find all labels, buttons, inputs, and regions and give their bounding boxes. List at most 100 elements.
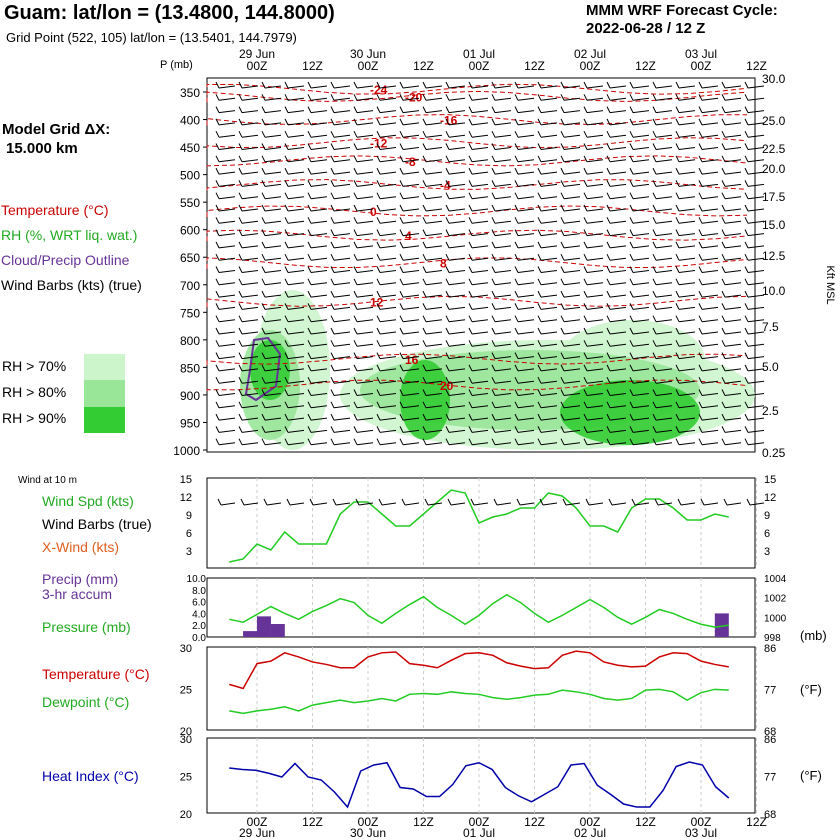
wind-barb (307, 204, 328, 212)
wind-barb (399, 413, 420, 421)
wind-barb (238, 204, 259, 212)
height-tick-label: 2.5 (762, 404, 779, 418)
wind-barb (652, 253, 673, 261)
wind-barb (744, 94, 765, 101)
wind-barb (652, 217, 673, 224)
precip-bar (243, 631, 258, 637)
wind-barb (744, 192, 765, 200)
wind-barb (215, 106, 236, 114)
wind-barb (491, 413, 512, 421)
wind-barb (399, 143, 420, 150)
wind-barb (629, 229, 650, 237)
wind-barb (560, 81, 581, 89)
wind-barb (422, 118, 443, 126)
wind-barb (468, 352, 489, 360)
wind-barb (307, 81, 328, 89)
wind-barb (721, 217, 742, 224)
surface-wind-barb (263, 498, 282, 506)
wind-barb (491, 327, 512, 335)
wind-barb (675, 130, 696, 138)
wind-barb (353, 352, 374, 360)
wind-barb (675, 303, 696, 310)
wind-barb (261, 266, 282, 273)
legend-rh70: RH > 70% (2, 358, 67, 374)
wind-barb (238, 180, 259, 187)
wind-barb (422, 94, 443, 101)
wind-barb (215, 180, 236, 187)
surface-wind-barb (332, 498, 351, 506)
wind-barb (629, 217, 650, 224)
wind-barb (353, 315, 374, 323)
wind-barb (422, 143, 443, 150)
wind-barb (215, 327, 236, 335)
wind-barb (652, 364, 673, 372)
wind-barb (215, 303, 236, 310)
legend-barbs: Wind Barbs (kts) (true) (1, 277, 142, 293)
wind-barb (652, 143, 673, 150)
wind-barb (215, 192, 236, 200)
wind-barb (376, 180, 397, 187)
wind-barb (583, 303, 604, 310)
wind-barb (583, 340, 604, 347)
wind-barb (606, 426, 627, 433)
wind-barb (629, 204, 650, 212)
wind-barb (353, 155, 374, 163)
wind-barb (652, 327, 673, 335)
wind-barb (744, 426, 765, 433)
wind-barb (491, 155, 512, 163)
pressure-tick-label: 750 (180, 306, 200, 320)
wind-barb (491, 401, 512, 409)
rh-region (560, 380, 700, 445)
wind-barb (215, 401, 236, 409)
wind-barb (468, 204, 489, 212)
wind-barb (652, 340, 673, 347)
wind-barb (629, 303, 650, 310)
forecast-cycle: MMM WRF Forecast Cycle: 2022-06-28 / 12 … (586, 2, 778, 38)
wind-barb (422, 130, 443, 138)
wind-barb (629, 241, 650, 249)
wind-barb (399, 364, 420, 372)
wind-barb (491, 130, 512, 138)
wind-barb (307, 352, 328, 360)
date-label-top: 29 Jun (239, 47, 275, 61)
wind-barb (491, 229, 512, 237)
wind-barb (261, 241, 282, 249)
wind-barb (537, 241, 558, 249)
wind-barb (376, 143, 397, 150)
pressure-tick-label: 950 (180, 416, 200, 430)
wind-barb (583, 278, 604, 286)
wind-barb (284, 180, 305, 187)
wind-barb (307, 438, 328, 446)
wind-barb (468, 364, 489, 372)
wind-barb (307, 303, 328, 310)
wind-barb (560, 401, 581, 409)
heat-panel-frame (206, 737, 756, 814)
wind-barb (583, 413, 604, 421)
surface-wind-barb (493, 498, 512, 506)
wind-barb (376, 118, 397, 126)
wind-barb (744, 180, 765, 187)
wind-barb (215, 167, 236, 175)
wind-barb (721, 94, 742, 101)
hour-label-top: 00Z (469, 59, 490, 73)
wind-barb (583, 118, 604, 126)
wind-barb (491, 180, 512, 187)
wind-barb (445, 106, 466, 114)
hour-label-bottom: 12Z (746, 815, 767, 829)
wind-barb (307, 143, 328, 150)
wind-barb (445, 340, 466, 347)
wind-barb (721, 413, 742, 421)
wind-barb (491, 438, 512, 446)
wind-barb (422, 204, 443, 212)
wind-barb (583, 167, 604, 175)
wind-barb (353, 364, 374, 372)
wind-barb (238, 438, 259, 446)
wind-barb (721, 315, 742, 323)
wind-barb (445, 204, 466, 212)
wind-barb (514, 413, 535, 421)
pressure-tick-label: 350 (180, 86, 200, 100)
wind-barb (330, 413, 351, 421)
wind-barb (629, 401, 650, 409)
surface-wind-barb (608, 498, 627, 506)
